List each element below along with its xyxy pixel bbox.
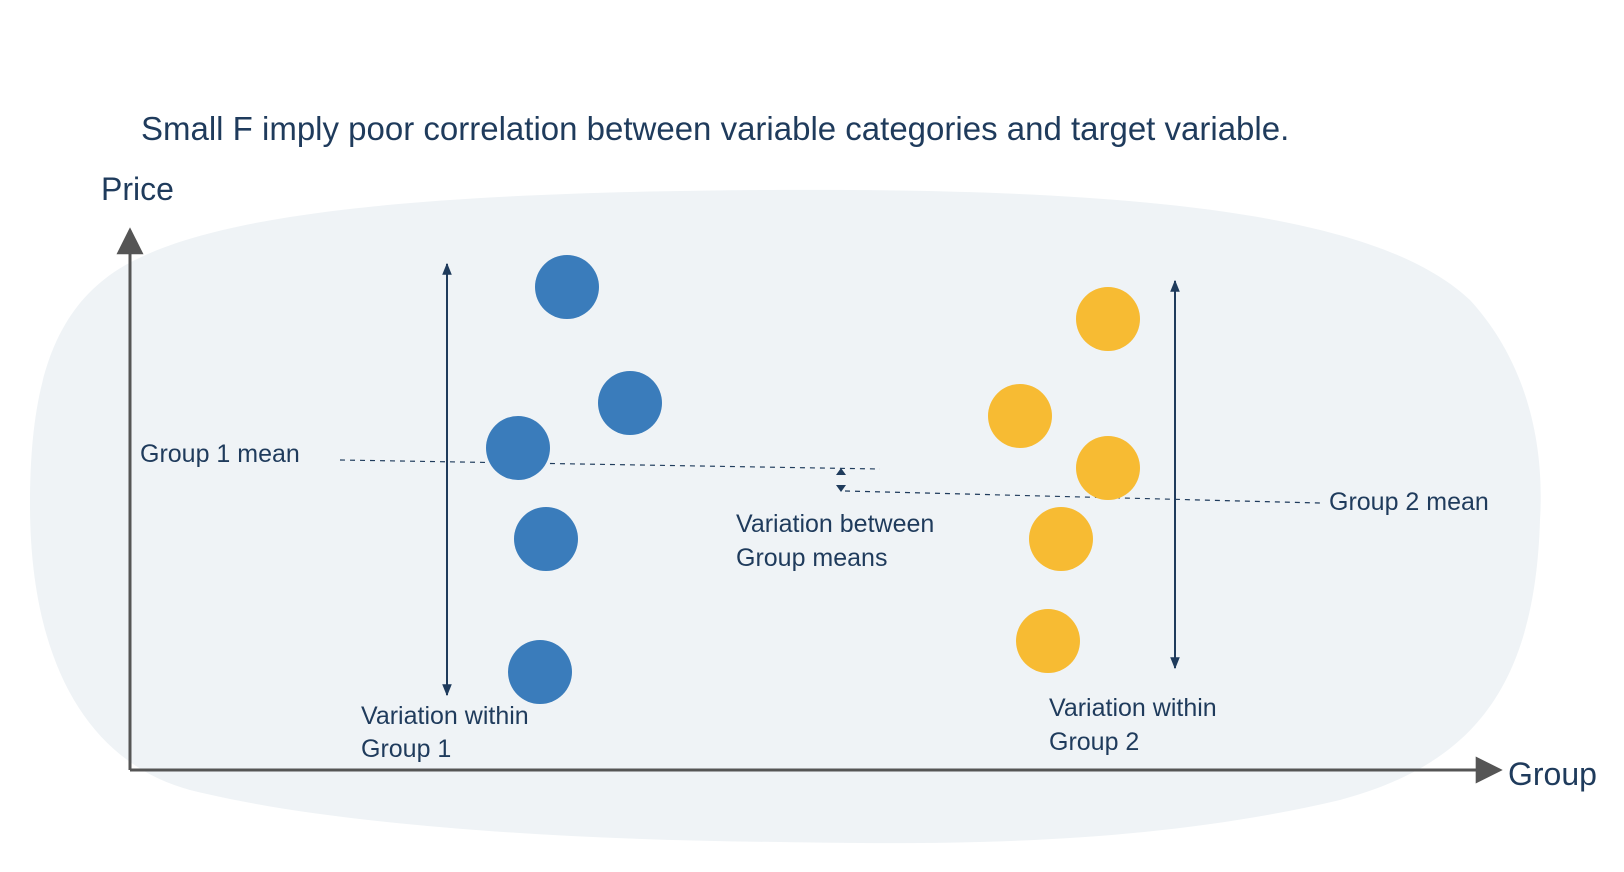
group1-point	[486, 416, 550, 480]
group1-mean-line	[339, 459, 881, 470]
group2-point	[1029, 507, 1093, 571]
group1-point	[598, 371, 662, 435]
background-blob	[30, 189, 1541, 844]
between-arrow-up	[836, 468, 846, 475]
y-axis-label: Price	[101, 171, 174, 207]
within-group2-label-line2: Group 2	[1049, 728, 1139, 756]
within-group2-label-line1: Variation within	[1049, 694, 1217, 722]
x-axis-label: Group	[1508, 756, 1597, 792]
group2-point	[988, 384, 1052, 448]
group1-mean-label: Group 1 mean	[140, 440, 300, 468]
group1-point	[514, 507, 578, 571]
group2-mean-label: Group 2 mean	[1329, 488, 1489, 516]
group2-point	[1076, 436, 1140, 500]
chart-title: Small F imply poor correlation between v…	[141, 110, 1289, 147]
within-group1-label-line1: Variation within	[361, 702, 529, 730]
between-label-line1: Variation between	[736, 510, 934, 538]
group2-point	[1016, 609, 1080, 673]
group1-point	[535, 255, 599, 319]
within-group1-label-line2: Group 1	[361, 735, 451, 763]
between-arrow-down	[836, 485, 846, 492]
group2-point	[1076, 287, 1140, 351]
group1-point	[508, 640, 572, 704]
between-label-line2: Group means	[736, 544, 887, 572]
